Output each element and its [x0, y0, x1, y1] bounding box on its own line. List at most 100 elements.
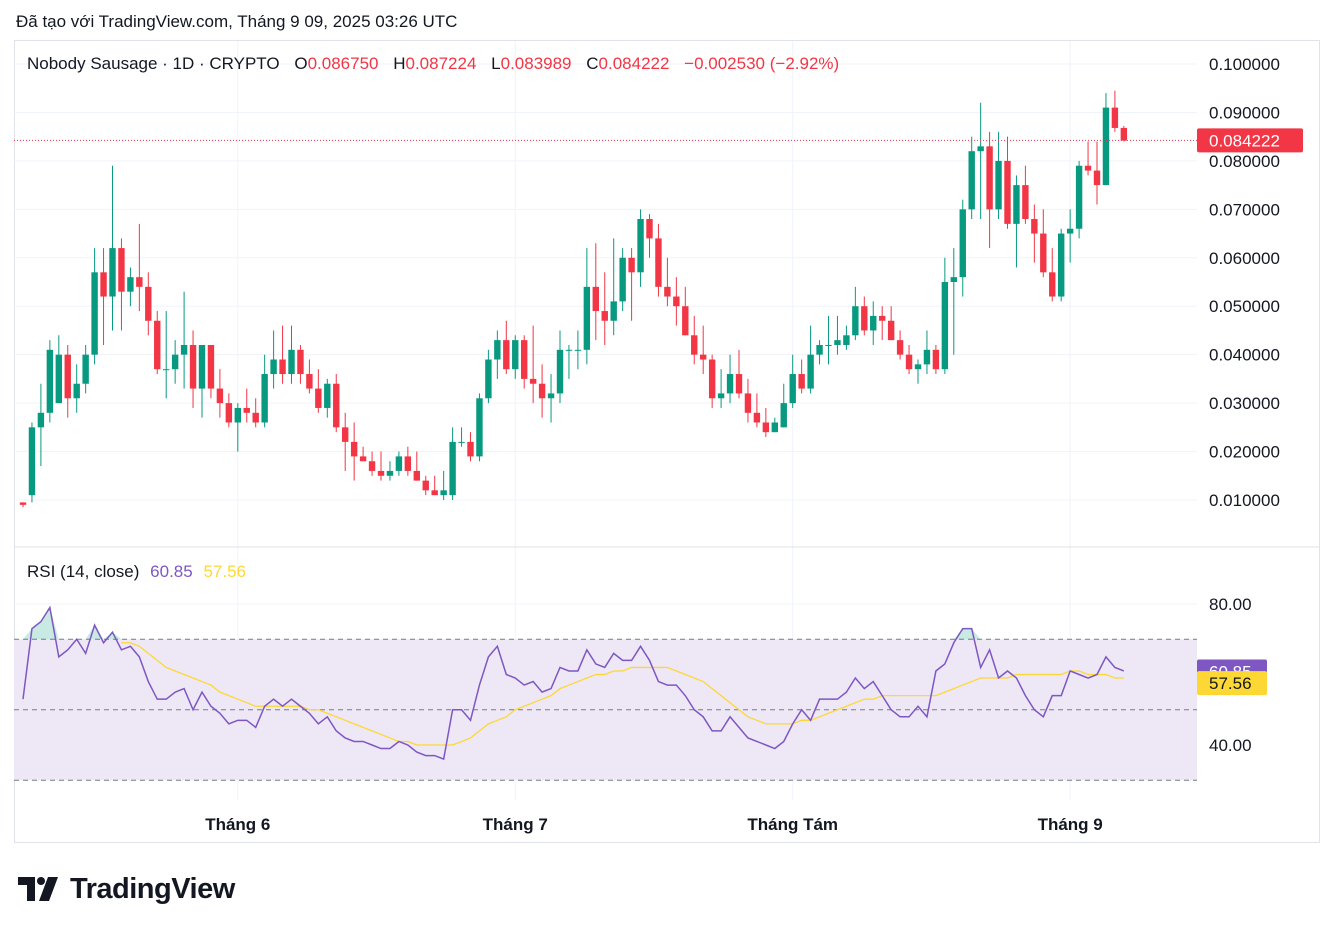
candle	[753, 393, 761, 428]
candle	[950, 248, 957, 355]
candle	[538, 364, 546, 418]
candle-body	[1102, 107, 1110, 186]
rsi-ma-badge: 57.56	[1197, 671, 1267, 696]
candle-body	[252, 412, 259, 423]
candle	[574, 330, 582, 370]
candle-body	[601, 311, 608, 321]
candle	[1058, 228, 1065, 302]
candle	[207, 344, 215, 399]
candle	[735, 349, 743, 399]
price-tick-label: 0.040000	[1209, 346, 1280, 365]
candle-body	[646, 219, 653, 239]
rsi-axis: 80.00 40.00	[1209, 595, 1252, 755]
candle-body	[324, 383, 331, 408]
candle	[1075, 160, 1083, 239]
candle-body	[207, 344, 215, 389]
candle-body	[834, 340, 841, 345]
candle	[691, 315, 698, 365]
candle	[619, 248, 626, 312]
candle-body	[780, 403, 787, 428]
candle	[395, 451, 403, 476]
candle-body	[816, 344, 823, 355]
candle	[422, 475, 429, 496]
candle-body	[270, 359, 277, 375]
candle	[279, 325, 286, 384]
price-axis: 0.100000 0.090000 0.080000 0.070000 0.060000…	[1209, 55, 1280, 510]
candle	[449, 427, 456, 500]
candle-body	[306, 374, 313, 389]
candle	[905, 344, 913, 375]
candle	[136, 223, 143, 312]
rsi-title[interactable]: RSI (14, close)	[27, 562, 140, 581]
candle-body	[467, 441, 474, 457]
candle	[225, 393, 233, 428]
rsi-ma-value: 57.56	[203, 562, 246, 581]
candle-body	[968, 151, 975, 210]
candle-body	[37, 412, 45, 428]
candle-body	[145, 286, 152, 321]
candle	[368, 451, 376, 476]
candle	[145, 272, 152, 336]
candle-body	[261, 374, 268, 423]
candle-body	[726, 374, 734, 394]
candle	[386, 461, 394, 481]
candle	[708, 354, 716, 408]
price-tick-label: 0.060000	[1209, 249, 1280, 268]
brand-name: TradingView	[70, 872, 235, 905]
candle	[717, 369, 725, 408]
candle	[646, 214, 653, 258]
symbol-title[interactable]: Nobody Sausage · 1D · CRYPTO	[27, 54, 280, 73]
candle	[1049, 248, 1056, 302]
candle	[1022, 165, 1029, 224]
candle-body	[225, 403, 233, 423]
candle-body	[825, 344, 832, 346]
candle-body	[807, 354, 814, 389]
candle-body	[700, 354, 707, 360]
rsi-ma-badge-text: 57.56	[1209, 674, 1252, 693]
candle	[216, 369, 224, 418]
candle-body	[512, 340, 519, 370]
candle	[547, 374, 555, 423]
candle	[565, 344, 573, 379]
candle	[655, 223, 662, 297]
candle	[807, 325, 814, 394]
candle-body	[1031, 219, 1038, 234]
candle	[234, 403, 241, 452]
candle	[198, 344, 206, 418]
candle-body	[377, 470, 385, 476]
candle-body	[413, 470, 420, 481]
candle-body	[422, 480, 429, 491]
open-value: 0.086750	[307, 54, 379, 73]
candle-body	[861, 306, 868, 331]
candle-body	[503, 340, 510, 370]
brand[interactable]: TradingView	[18, 872, 235, 906]
candle	[46, 340, 54, 423]
candle	[1031, 204, 1038, 263]
candle-body	[977, 146, 984, 152]
low-label: L	[491, 54, 501, 73]
candle	[1111, 90, 1119, 132]
candle-body	[279, 359, 286, 375]
candles-layer	[19, 90, 1128, 508]
candle	[986, 131, 993, 249]
candle	[440, 470, 447, 500]
candle-body	[753, 412, 761, 423]
candle	[476, 393, 483, 462]
candle-body	[986, 146, 993, 210]
time-tick-label: Tháng 9	[1038, 815, 1103, 834]
candle	[816, 340, 823, 365]
candle	[171, 340, 179, 384]
candle	[288, 325, 295, 384]
candle-body	[914, 364, 922, 370]
header-caption: Đã tạo với TradingView.com, Tháng 9 09, …	[16, 12, 458, 31]
candle	[64, 344, 71, 418]
candle-body	[762, 422, 770, 433]
rsi-layer	[22, 605, 1125, 761]
change-value: −0.002530 (−2.92%)	[684, 54, 840, 73]
candle	[1013, 175, 1020, 268]
time-tick-label: Tháng Tám	[747, 815, 838, 834]
rsi-tick-label: 40.00	[1209, 736, 1252, 755]
candle-body	[565, 349, 573, 351]
candle	[342, 412, 349, 471]
